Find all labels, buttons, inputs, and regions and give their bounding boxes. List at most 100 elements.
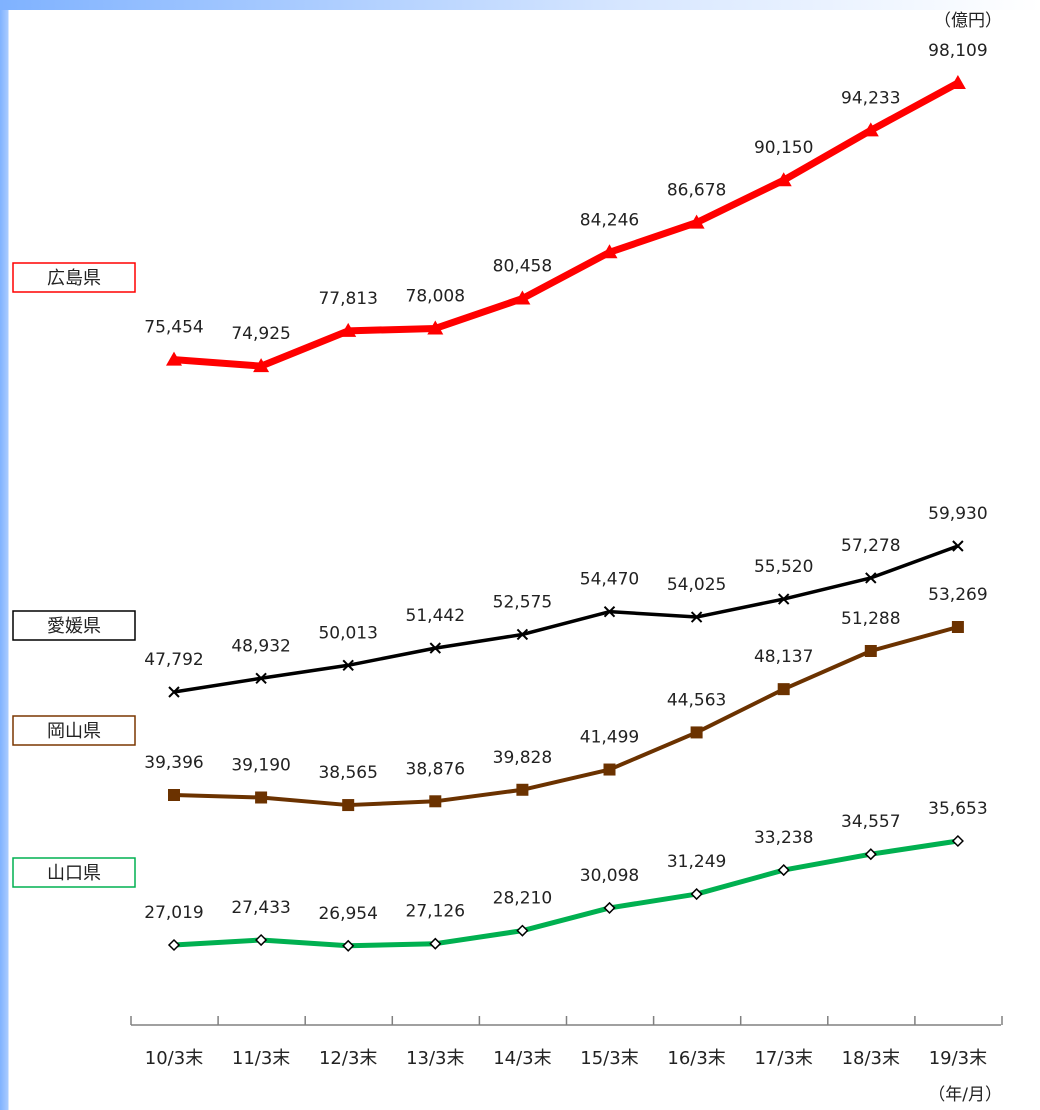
data-label: 74,925 [231,324,290,344]
data-point [427,320,444,335]
data-point [688,214,705,229]
data-label: 34,557 [841,812,900,832]
series-広島県 [166,75,966,373]
data-label: 33,238 [754,828,813,848]
data-label: 54,025 [667,575,726,595]
x-tick-label: 13/3末 [406,1048,464,1069]
data-label: 48,932 [231,636,290,656]
data-point [255,791,268,804]
data-label: 27,019 [144,903,203,923]
data-point [514,290,531,305]
legend-label: 岡山県 [47,721,101,742]
legend-box [12,610,136,641]
legend-label: 愛媛県 [47,616,101,637]
data-point [167,938,181,952]
x-unit-label: （年/月） [928,1085,1002,1105]
data-label: 78,008 [406,286,465,306]
data-point [516,924,529,937]
data-label: 98,109 [928,41,987,61]
data-label: 44,563 [667,690,726,710]
legend-box [12,262,136,293]
x-tick-label: 19/3末 [929,1048,987,1069]
data-label: 55,520 [754,557,813,577]
data-point [862,122,879,137]
series-line [173,838,959,949]
data-point [342,659,354,671]
data-label: 50,013 [318,623,377,643]
data-point [775,172,792,187]
x-tick-label: 14/3末 [493,1048,551,1069]
series-line [173,544,959,694]
legend-item: 広島県 [12,262,136,293]
data-label: 31,249 [667,852,726,872]
legend-box [12,715,136,746]
data-point [603,901,616,914]
data-label: 51,288 [841,609,900,629]
data-label: 54,470 [580,570,639,590]
series-line [173,79,960,370]
data-point [864,644,877,657]
data-label: 39,190 [231,755,290,775]
data-point [253,358,270,373]
series-愛媛県 [168,540,964,698]
legend-item: 岡山県 [12,715,136,746]
data-point [777,683,790,696]
data-point [166,351,182,366]
data-label: 39,396 [144,753,203,773]
chart-canvas [10,10,1040,1110]
data-label: 51,442 [406,606,465,626]
data-label: 48,137 [754,647,813,667]
x-tick-label: 15/3末 [580,1048,638,1069]
data-label: 28,210 [493,889,552,909]
data-point [690,726,703,739]
data-label: 41,499 [580,728,639,748]
legend-label: 広島県 [47,268,101,289]
data-label: 38,876 [406,759,465,779]
data-label: 59,930 [928,504,987,524]
x-tick-label: 12/3末 [319,1048,377,1069]
data-point [864,848,877,861]
data-point [168,789,180,801]
data-point [429,642,442,654]
data-point [777,593,790,605]
data-label: 27,433 [231,898,290,918]
data-label: 35,653 [928,799,987,819]
series-岡山県 [168,621,964,812]
data-label: 27,126 [406,902,465,922]
x-axis: 10/3末 11/3末 12/3末 13/3末 14/3末 15/3末 16/3末 17/3末… [130,1016,1003,1069]
data-point [949,75,966,89]
data-point [342,939,355,952]
data-label: 38,565 [318,763,377,783]
data-label: 30,098 [580,866,639,886]
series-山口県 [167,834,964,952]
data-label: 26,954 [318,904,377,924]
data-point [777,864,790,877]
data-point [952,540,964,552]
data-point [340,322,357,337]
x-tick-label: 17/3末 [754,1048,812,1069]
data-label: 80,458 [493,257,552,277]
data-label: 94,233 [841,88,900,108]
data-point [429,937,442,950]
data-point [255,672,267,684]
data-point [690,887,703,901]
data-point [429,795,442,808]
data-label: 47,792 [144,650,203,670]
data-point [516,783,529,796]
data-point [603,763,616,776]
legend-label: 山口県 [47,863,101,884]
data-label: 86,678 [667,181,726,201]
data-label: 57,278 [841,536,900,556]
y-unit-label: （億円） [934,11,1002,31]
data-point [603,605,616,618]
data-label: 52,575 [493,592,552,612]
x-tick-label: 11/3末 [232,1048,290,1069]
data-point [168,686,180,698]
data-point [951,621,964,633]
series-layer [166,75,966,952]
data-label: 75,454 [144,318,203,338]
x-tick-label: 10/3末 [145,1048,203,1069]
top-gradient-bar [0,0,1040,10]
